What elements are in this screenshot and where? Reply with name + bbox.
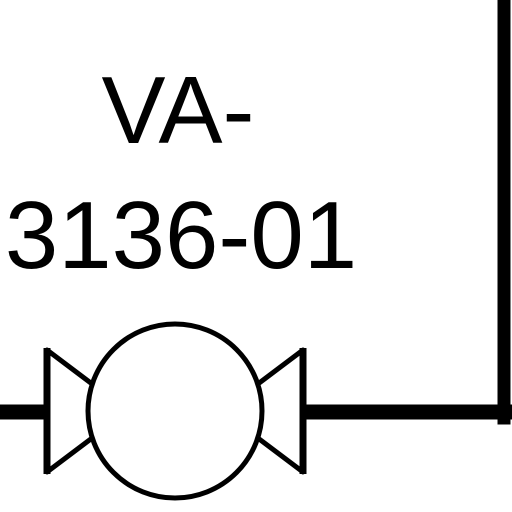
valve-body-circle (85, 321, 265, 501)
process-line (0, 0, 512, 425)
valve-tag-line2: 3136-01 (5, 182, 357, 289)
valve-icon[interactable] (43, 321, 307, 501)
valve-tag-line1: VA- (102, 57, 255, 164)
